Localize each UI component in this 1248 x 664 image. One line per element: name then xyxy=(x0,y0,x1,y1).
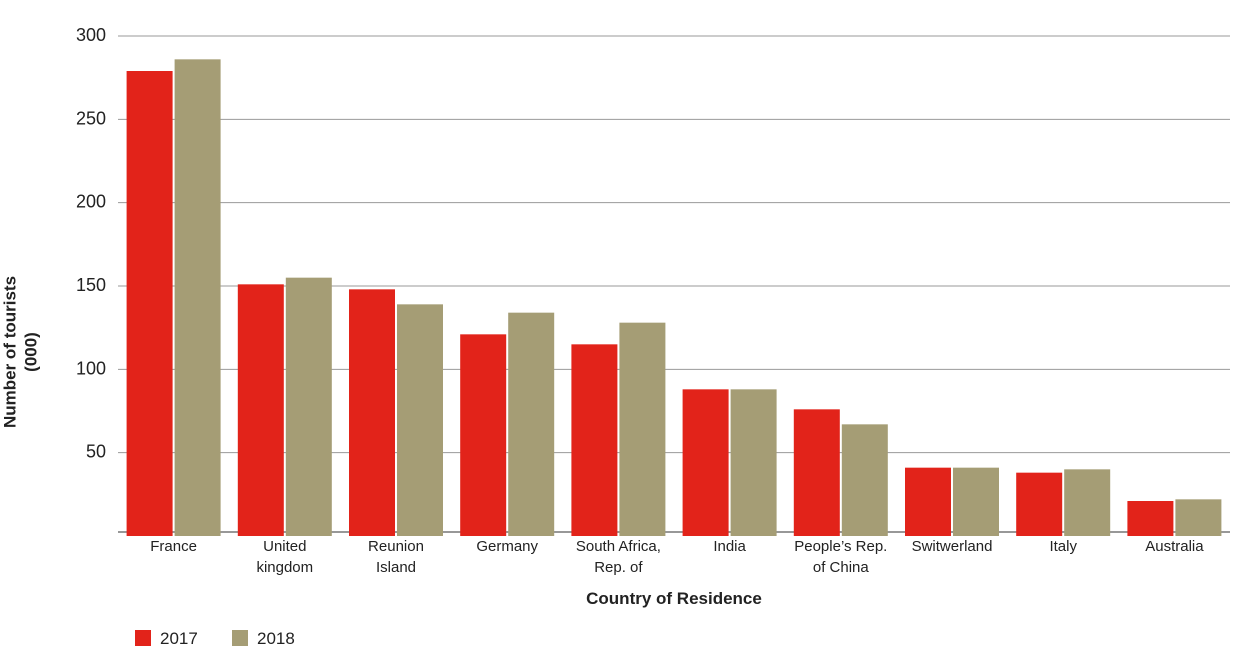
y-tick-label: 250 xyxy=(76,108,106,128)
bar xyxy=(730,389,777,536)
x-tick-label: Reunion Island xyxy=(368,538,424,576)
bar xyxy=(1127,501,1174,536)
x-tick-label: South Africa, Rep. of xyxy=(576,538,661,576)
y-tick-label: 300 xyxy=(76,25,106,45)
bar xyxy=(905,467,951,536)
x-tick-label: United kingdom xyxy=(256,538,313,576)
bar xyxy=(397,304,443,536)
x-tick-label: Italy xyxy=(1049,538,1077,555)
y-tick-label: 150 xyxy=(76,275,106,295)
y-axis-title: Number of tourists (000) xyxy=(1,276,41,428)
y-tick-label: 200 xyxy=(76,192,106,212)
bar xyxy=(508,312,555,536)
bar xyxy=(571,344,618,536)
legend-label: 2018 xyxy=(257,629,295,648)
x-tick-label: Germany xyxy=(476,538,538,555)
bar xyxy=(174,59,221,536)
x-tick-label: Switwerland xyxy=(912,538,993,555)
bar xyxy=(1064,469,1111,536)
bar xyxy=(682,389,729,536)
y-tick-label: 100 xyxy=(76,358,106,378)
bar xyxy=(841,424,888,536)
bar xyxy=(793,409,840,536)
bar xyxy=(1175,499,1222,536)
x-tick-label: France xyxy=(150,538,197,555)
bar xyxy=(126,71,173,536)
bar xyxy=(237,284,284,536)
legend-swatch xyxy=(135,630,151,646)
legend-label: 2017 xyxy=(160,629,198,648)
x-axis-title: Country of Residence xyxy=(586,589,762,608)
bar xyxy=(1016,472,1063,536)
bar xyxy=(349,289,395,536)
y-tick-label: 50 xyxy=(86,442,106,462)
x-tick-label: India xyxy=(713,538,746,555)
bar xyxy=(460,334,507,536)
x-tick-label: Australia xyxy=(1145,538,1204,555)
x-tick-label: People’s Rep. of China xyxy=(794,538,887,576)
legend-swatch xyxy=(232,630,248,646)
bar xyxy=(285,277,332,536)
bar xyxy=(953,467,999,536)
bar xyxy=(619,322,666,536)
